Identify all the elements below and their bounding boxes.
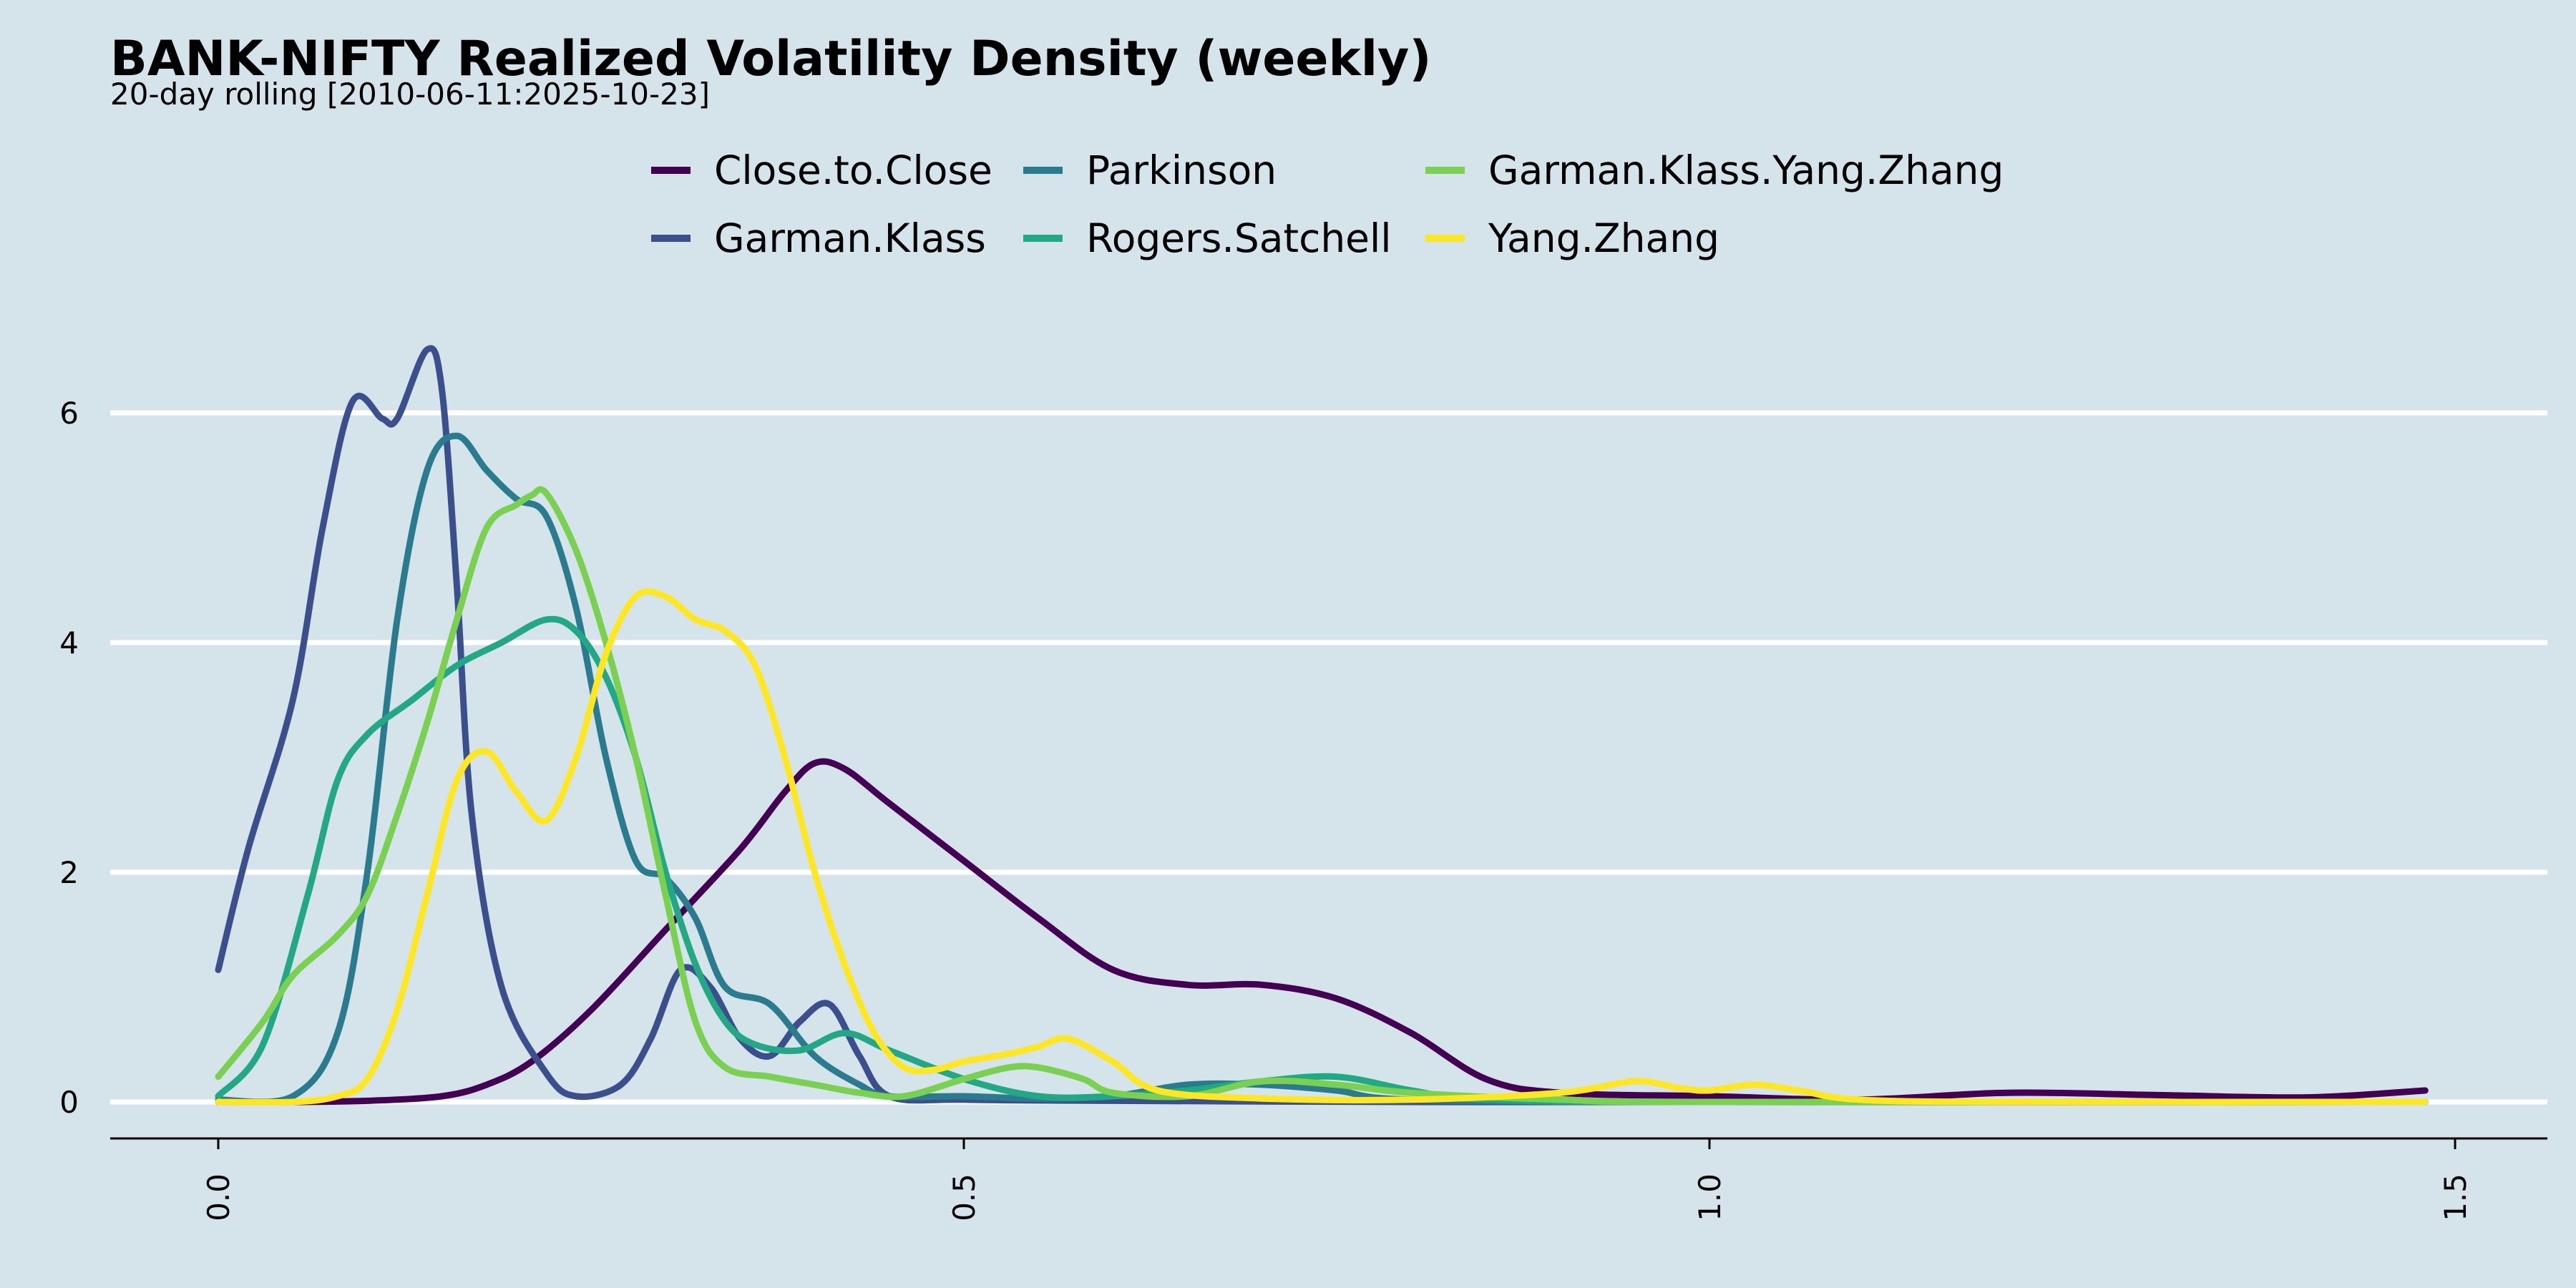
legend: Close.to.Close Garman.Klass Parkinson Roger… — [651, 147, 2004, 261]
series-line-yang-zhang — [215, 587, 2429, 1106]
legend-label: Close.to.Close — [714, 147, 992, 193]
legend-label: Yang.Zhang — [1488, 215, 1719, 261]
x-tick-label: 0.0 — [201, 1174, 236, 1221]
y-tick-label: 6 — [59, 396, 79, 431]
x-tick-label: 1.0 — [1692, 1174, 1727, 1221]
legend-label: Rogers.Satchell — [1086, 215, 1392, 261]
y-tick-label: 0 — [59, 1085, 79, 1120]
legend-item-parkinson: Parkinson — [1023, 147, 1277, 193]
series-lines — [215, 345, 2429, 1106]
legend-label: Garman.Klass — [714, 215, 986, 261]
legend-label: Parkinson — [1086, 147, 1277, 193]
legend-item-garman-klass-yang-zhang: Garman.Klass.Yang.Zhang — [1425, 147, 2004, 193]
legend-label: Garman.Klass.Yang.Zhang — [1488, 147, 2004, 193]
series-line-garman-klass — [215, 345, 2429, 1106]
x-tick-label: 0.5 — [947, 1174, 982, 1221]
series-line-parkinson — [215, 432, 2429, 1106]
x-axis: 0.0 0.5 1.0 1.5 — [201, 1138, 2473, 1221]
series-line-garman-klass-yang-zhang — [215, 486, 2429, 1106]
y-axis: 0 2 4 6 — [59, 396, 79, 1120]
legend-item-close-to-close: Close.to.Close — [651, 147, 992, 193]
chart-subtitle: 20-day rolling [2010-06-11:2025-10-23] — [110, 77, 710, 112]
legend-item-garman-klass: Garman.Klass — [651, 215, 986, 261]
y-tick-label: 4 — [59, 625, 79, 660]
series-line-close-to-close — [215, 758, 2429, 1106]
y-tick-label: 2 — [59, 855, 79, 890]
x-tick-label: 1.5 — [2438, 1174, 2473, 1221]
legend-item-rogers-satchell: Rogers.Satchell — [1023, 215, 1392, 261]
series-line-rogers-satchell — [215, 615, 2429, 1106]
chart-title: BANK-NIFTY Realized Volatility Density (… — [110, 31, 1431, 87]
legend-item-yang-zhang: Yang.Zhang — [1425, 215, 1719, 261]
